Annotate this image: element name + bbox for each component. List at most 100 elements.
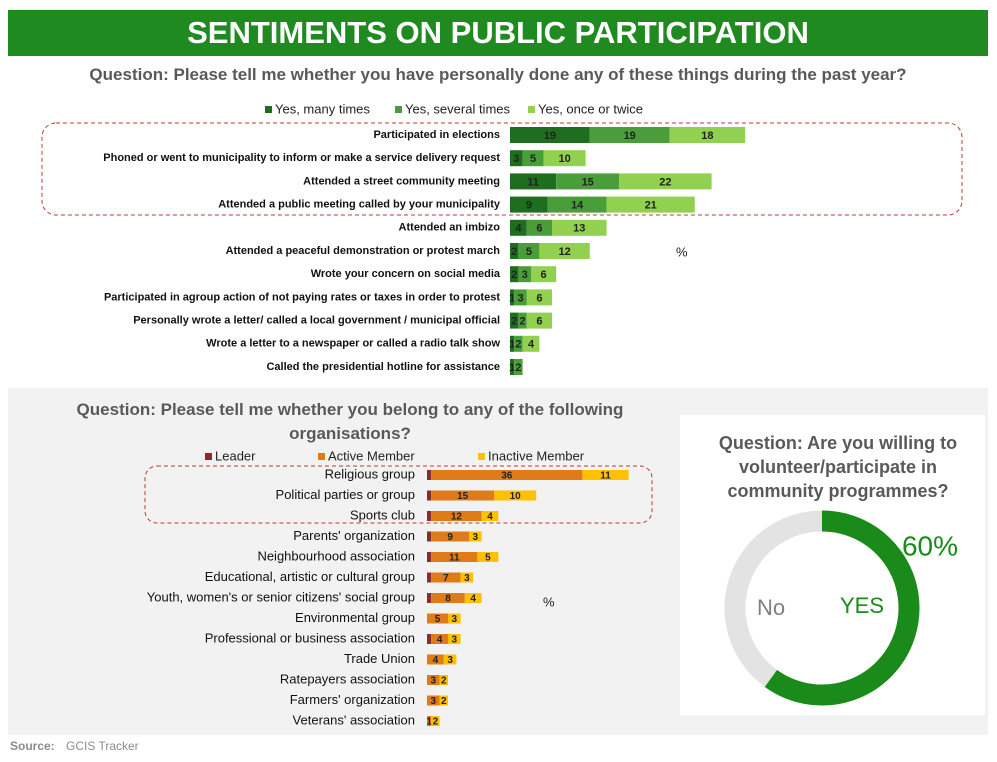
category-label: Attended a street community meeting <box>303 175 500 187</box>
bar-segment <box>427 675 440 685</box>
bar-segment <box>543 150 586 167</box>
data-label: 2 <box>511 269 517 281</box>
bar-segment <box>619 173 712 190</box>
bar-segment <box>552 219 607 236</box>
data-label: 11 <box>449 553 460 564</box>
category-label: Professional or business association <box>205 630 415 645</box>
category-label: YES <box>840 593 884 618</box>
data-label: 2 <box>511 316 517 328</box>
category-label: Participated in agroup action of not pay… <box>104 291 500 303</box>
bar-segment <box>518 312 527 329</box>
legend-swatch <box>478 453 485 460</box>
category-label: Sports club <box>350 507 415 522</box>
data-label: 3 <box>522 269 528 281</box>
bar-segment <box>589 127 670 143</box>
data-label: 36 <box>501 471 513 482</box>
data-label: 4 <box>528 339 535 351</box>
bar-segment <box>431 593 465 603</box>
bar-segment <box>526 312 552 329</box>
data-label: 2 <box>515 339 521 351</box>
bar-segment <box>427 716 432 726</box>
data-label: 4 <box>433 655 439 666</box>
data-label: 1 <box>509 339 515 351</box>
data-label: 5 <box>435 614 441 625</box>
legend-swatch <box>528 106 535 113</box>
bar-segment <box>460 572 474 583</box>
category-label: Participated in elections <box>373 129 500 141</box>
data-label: 3 <box>464 573 470 584</box>
bar-segment <box>431 531 469 542</box>
bar-segment <box>510 335 515 352</box>
bar-segment <box>582 470 629 480</box>
data-label: 1 <box>509 292 515 304</box>
donut-segment <box>724 510 823 687</box>
bar-segment <box>510 173 557 190</box>
data-label: 4 <box>487 512 493 523</box>
data-label: 13 <box>573 223 585 235</box>
category-label: Political parties or group <box>276 487 415 502</box>
data-label: 22 <box>659 176 671 188</box>
bar-segment <box>606 196 695 213</box>
data-label: 3 <box>431 676 437 687</box>
category-label: No <box>757 595 785 620</box>
data-label: 3 <box>513 153 519 165</box>
legend-swatch <box>205 453 212 460</box>
category-label: Personally wrote a letter/ called a loca… <box>133 315 500 327</box>
bar-segment <box>547 196 607 213</box>
data-label: 12 <box>451 512 463 523</box>
category-label: Educational, artistic or cultural group <box>205 569 415 584</box>
bar-segment <box>427 593 432 603</box>
bar-segment <box>539 243 590 259</box>
category-label: Wrote your concern on social media <box>311 268 501 280</box>
data-label: 10 <box>558 153 570 165</box>
category-label: Veterans' association <box>293 712 415 727</box>
data-label: 5 <box>485 553 491 564</box>
bar-segment <box>494 490 537 501</box>
bar-segment <box>448 613 461 624</box>
data-label: 3 <box>431 696 437 707</box>
bar-segment <box>427 695 440 706</box>
bar-segment <box>448 634 461 644</box>
data-label: 15 <box>457 491 469 502</box>
category-label: Trade Union <box>344 651 415 666</box>
data-label: 5 <box>530 153 536 165</box>
bar-segment <box>427 511 432 521</box>
bar-segment <box>510 359 515 375</box>
donut-panel <box>680 415 985 715</box>
data-label: 5 <box>526 246 532 258</box>
question-2: Question: Please tell me whether you bel… <box>76 400 624 443</box>
data-label: 3 <box>452 614 458 625</box>
legend-swatch <box>318 453 325 460</box>
legend-label: Yes, several times <box>405 101 511 116</box>
data-label: 11 <box>527 176 539 188</box>
bar-segment <box>464 593 482 603</box>
highlight-box <box>144 465 653 524</box>
data-label: 14 <box>571 200 584 212</box>
data-label: 2 <box>441 696 447 707</box>
bar-segment <box>431 634 448 644</box>
bar-segment <box>481 511 499 521</box>
legend-label: Leader <box>215 448 256 463</box>
source: GCIS Tracker <box>66 739 139 753</box>
annotation: % <box>676 244 688 259</box>
bar-segment <box>510 219 527 236</box>
bar-segment <box>431 572 461 583</box>
bar-segment <box>522 150 544 167</box>
data-label: 2 <box>433 717 439 728</box>
category-label: Attended an imbizo <box>399 222 501 234</box>
category-label: Environmental group <box>295 610 415 625</box>
source-label: Source: <box>10 739 55 753</box>
bar-segment <box>439 695 448 706</box>
bar-segment <box>526 289 552 306</box>
bar-segment <box>431 511 482 521</box>
data-label: 15 <box>582 176 594 188</box>
data-label: 19 <box>624 130 636 142</box>
category-label: Called the presidential hotline for assi… <box>266 361 500 373</box>
data-label: 2 <box>520 316 526 328</box>
bar-segment <box>510 127 590 143</box>
data-label: 21 <box>645 200 657 212</box>
bar-segment <box>469 531 482 542</box>
legend-label: Active Member <box>328 448 415 463</box>
